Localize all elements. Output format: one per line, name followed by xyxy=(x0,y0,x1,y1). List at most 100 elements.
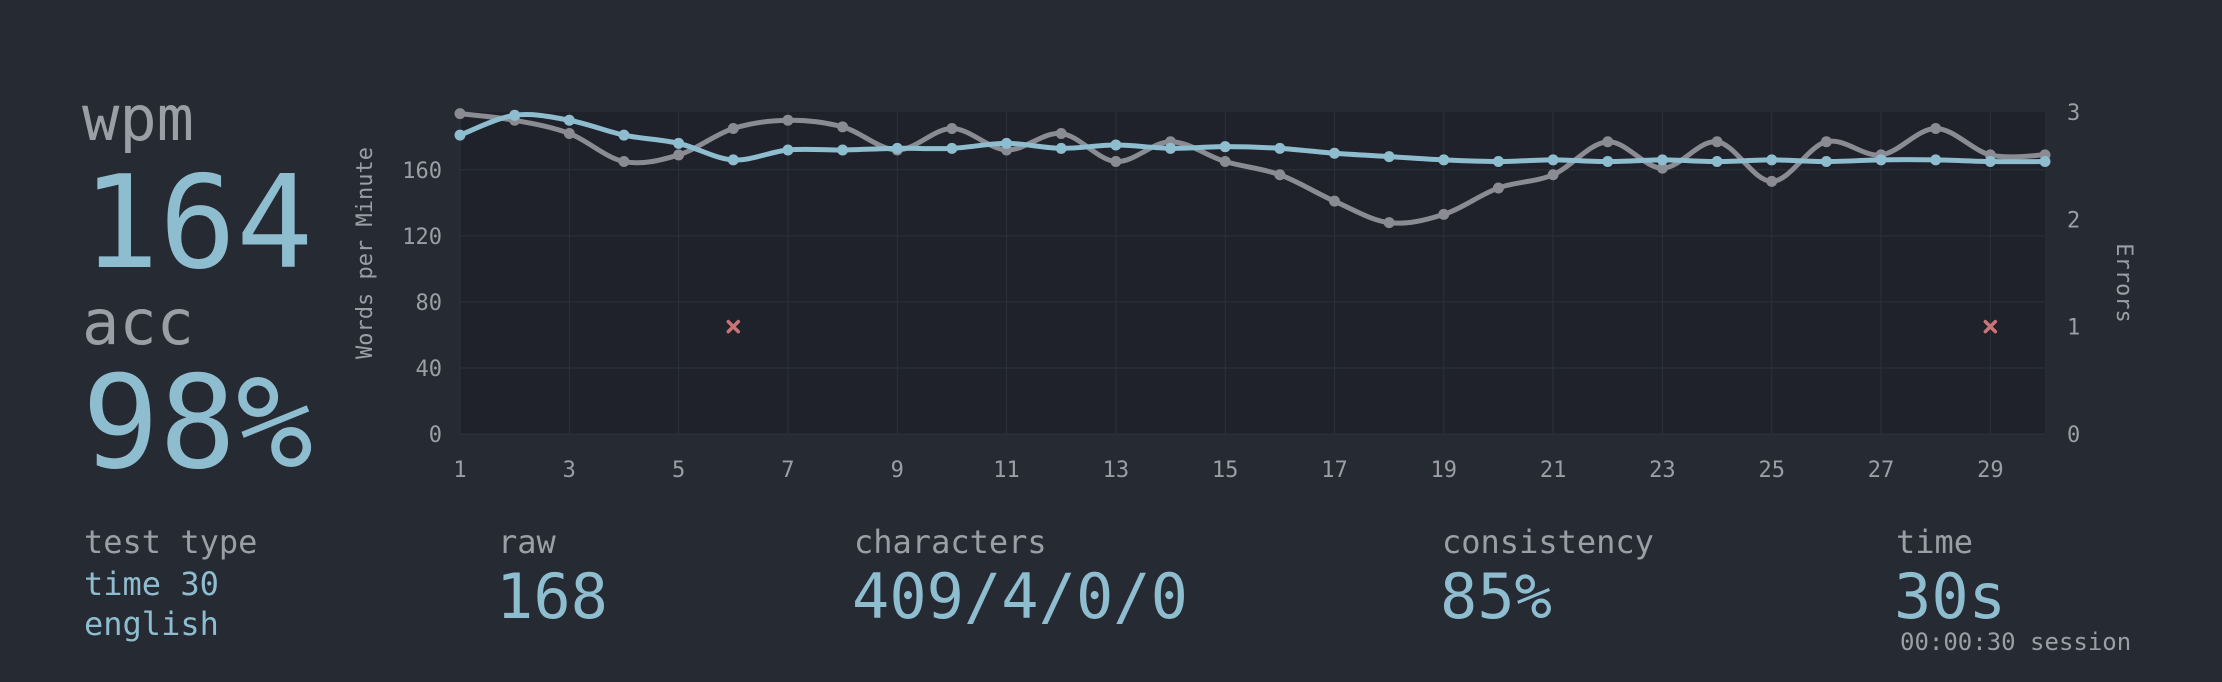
consistency-value: 85% xyxy=(1440,560,1552,633)
raw-point xyxy=(1055,127,1067,139)
raw-point xyxy=(1930,123,1942,135)
x-tick-label: 25 xyxy=(1758,458,1785,483)
error-marker-stroke xyxy=(726,319,741,334)
wpm-point xyxy=(1165,142,1177,154)
wpm-point xyxy=(837,144,849,156)
raw-point xyxy=(673,149,685,161)
raw-point xyxy=(454,108,466,120)
error-marker xyxy=(726,319,741,334)
raw-point xyxy=(563,127,575,139)
wpm-point xyxy=(2039,156,2051,168)
raw-point xyxy=(1110,156,1122,168)
wpm-point xyxy=(1055,142,1067,154)
test-type-label: test type xyxy=(84,523,258,561)
wpm-point xyxy=(1274,142,1286,154)
wpm-point xyxy=(454,129,466,141)
raw-point xyxy=(946,123,958,135)
y2-axis-title: Errors xyxy=(2111,243,2136,322)
wpm-point xyxy=(509,109,521,121)
wpm-point xyxy=(1110,139,1122,151)
x-tick-label: 5 xyxy=(672,458,685,483)
raw-point xyxy=(1766,175,1778,187)
wpm-point xyxy=(1219,141,1231,153)
raw-point xyxy=(1656,162,1668,174)
characters-label: characters xyxy=(854,523,1047,561)
wpm-point xyxy=(1766,154,1778,166)
raw-point xyxy=(1602,136,1614,148)
raw-point xyxy=(1383,217,1395,229)
x-tick-label: 21 xyxy=(1540,458,1567,483)
raw-point xyxy=(1711,136,1723,148)
raw-point xyxy=(727,123,739,135)
x-tick-label: 29 xyxy=(1977,458,2004,483)
wpm-point xyxy=(1001,137,1013,149)
chart-grid xyxy=(459,112,2045,435)
accuracy-label: acc xyxy=(82,286,194,359)
wpm-point xyxy=(1383,151,1395,163)
error-marker-stroke xyxy=(1983,319,1998,334)
raw-point xyxy=(1492,182,1504,194)
wpm-point xyxy=(1602,156,1614,168)
time-label: time xyxy=(1896,523,1974,561)
raw-point xyxy=(782,114,794,126)
wpm-point xyxy=(1438,154,1450,166)
y-tick-label: 120 xyxy=(402,225,442,250)
raw-point xyxy=(837,121,849,133)
raw-point xyxy=(1547,169,1559,181)
wpm-point xyxy=(563,114,575,126)
y2-tick-label: 0 xyxy=(2067,423,2080,448)
x-tick-label: 17 xyxy=(1321,458,1348,483)
x-tick-label: 7 xyxy=(781,458,794,483)
y-tick-label: 40 xyxy=(416,357,443,382)
wpm-point xyxy=(1328,147,1340,159)
y2-tick-label: 3 xyxy=(2067,101,2080,126)
characters-value: 409/4/0/0 xyxy=(852,560,1188,633)
wpm-point xyxy=(618,129,630,141)
y-axis-title: Words per Minute xyxy=(353,147,378,359)
raw-point xyxy=(1328,195,1340,207)
test-language[interactable]: english xyxy=(84,605,219,643)
wpm-point xyxy=(1930,154,1942,166)
wpm-point xyxy=(782,144,794,156)
wpm-point xyxy=(1547,154,1559,166)
consistency-label: consistency xyxy=(1442,523,1654,561)
raw-point xyxy=(1274,169,1286,181)
y-tick-label: 160 xyxy=(402,159,442,184)
chart-series[interactable] xyxy=(454,108,2051,229)
wpm-point xyxy=(891,142,903,154)
x-tick-label: 1 xyxy=(453,458,466,483)
wpm-point xyxy=(1492,156,1504,168)
accuracy-value: 98% xyxy=(82,349,314,498)
x-tick-label: 15 xyxy=(1212,458,1239,483)
wpm-label: wpm xyxy=(82,82,194,155)
x-tick-label: 27 xyxy=(1868,458,1895,483)
raw-point xyxy=(618,156,630,168)
x-tick-label: 9 xyxy=(891,458,904,483)
error-markers xyxy=(726,319,1998,334)
x-tick-label: 13 xyxy=(1103,458,1130,483)
wpm-point xyxy=(1875,154,1887,166)
raw-label: raw xyxy=(498,523,556,561)
x-tick-label: 19 xyxy=(1431,458,1458,483)
x-tick-label: 3 xyxy=(563,458,576,483)
raw-point xyxy=(1438,208,1450,220)
time-value: 30s xyxy=(1894,560,2006,633)
y-tick-label: 80 xyxy=(416,291,443,316)
raw-point xyxy=(1219,156,1231,168)
x-tick-label: 11 xyxy=(993,458,1020,483)
raw-value: 168 xyxy=(496,560,608,633)
wpm-point xyxy=(727,154,739,166)
wpm-point xyxy=(673,137,685,149)
session-time: 00:00:30 session xyxy=(1900,628,2132,656)
wpm-value: 164 xyxy=(82,149,314,298)
wpm-point xyxy=(1656,154,1668,166)
wpm-point xyxy=(1711,156,1723,168)
y-tick-label: 0 xyxy=(429,423,442,448)
y2-tick-label: 2 xyxy=(2067,208,2080,233)
test-type-values[interactable]: time 30 english xyxy=(84,564,219,644)
wpm-point xyxy=(1984,156,1996,168)
test-mode[interactable]: time 30 xyxy=(84,565,219,603)
error-marker xyxy=(1983,319,1998,334)
